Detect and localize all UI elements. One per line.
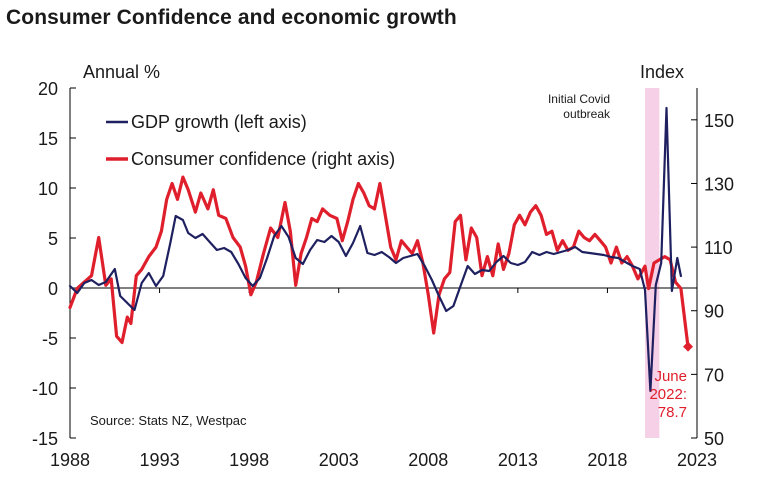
right-tick-label: 150: [704, 111, 734, 131]
legend-confidence-label: Consumer confidence (right axis): [131, 149, 395, 169]
x-tick-label: 2018: [587, 450, 627, 470]
left-tick-label: 15: [38, 129, 58, 149]
latest-value-marker: [683, 341, 694, 352]
left-tick-label: 0: [48, 279, 58, 299]
latest-value-annotation: June 2022: 78.7: [649, 368, 687, 421]
left-axis-label: Annual %: [83, 62, 160, 82]
x-axis-ticks: 1988 1993 1998 2003 2008 2013 2018 2023: [50, 288, 717, 470]
covid-annotation: Initial Covid outbreak: [548, 92, 611, 121]
covid-annotation-line-2: outbreak: [563, 107, 611, 121]
left-tick-label: -5: [42, 329, 58, 349]
gdp-growth-line: [68, 106, 682, 393]
latest-annotation-line-2: 2022:: [649, 386, 687, 403]
x-tick-label: 1993: [140, 450, 180, 470]
source-note: Source: Stats NZ, Westpac: [90, 413, 247, 428]
latest-annotation-line-1: June: [654, 368, 687, 385]
left-tick-label: 5: [48, 229, 58, 249]
chart-title: Consumer Confidence and economic growth: [6, 6, 457, 29]
right-axis-ticks: 150 130 110 90 70 50: [691, 111, 734, 449]
latest-annotation-line-3: 78.7: [658, 404, 687, 421]
x-tick-label: 2023: [677, 450, 717, 470]
left-tick-label: -15: [32, 429, 58, 449]
x-tick-label: 1998: [229, 450, 269, 470]
left-tick-label: -10: [32, 379, 58, 399]
x-tick-label: 2008: [408, 450, 448, 470]
right-axis-label: Index: [640, 62, 684, 82]
right-tick-label: 110: [704, 238, 733, 258]
covid-annotation-line-1: Initial Covid: [548, 92, 610, 106]
right-tick-label: 130: [704, 174, 734, 194]
x-tick-label: 1988: [50, 450, 90, 470]
right-tick-label: 90: [704, 302, 724, 322]
legend-gdp-label: GDP growth (left axis): [131, 112, 307, 132]
x-tick-label: 2013: [498, 450, 538, 470]
right-tick-label: 50: [704, 429, 724, 449]
series-layer: [68, 106, 694, 393]
axes: [69, 88, 698, 438]
left-tick-label: 10: [38, 179, 58, 199]
left-tick-label: 20: [38, 79, 58, 99]
right-tick-label: 70: [704, 365, 724, 385]
x-tick-label: 2003: [319, 450, 359, 470]
legend: GDP growth (left axis) Consumer confiden…: [106, 112, 395, 169]
left-axis-ticks: 20 15 10 5 0 -5 -10 -15: [32, 79, 76, 449]
consumer-confidence-line: [68, 175, 690, 349]
